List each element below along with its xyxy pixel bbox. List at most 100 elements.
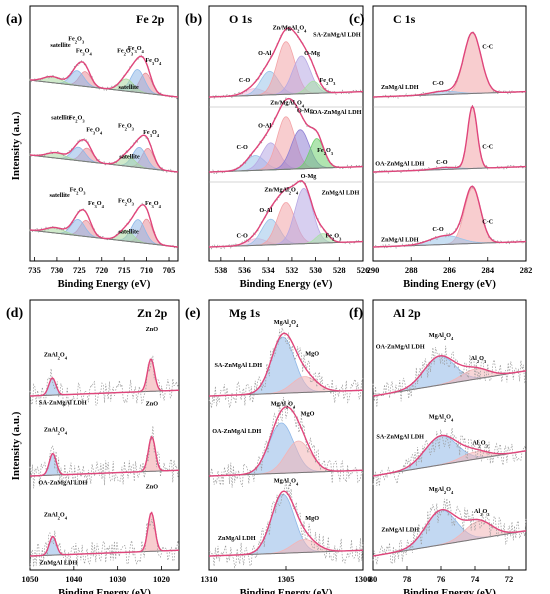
peak-annotation: Fe3O4 (88, 200, 105, 209)
x-tick-label: 536 (238, 265, 251, 275)
peak-annotation: ZnMgAl LDH (40, 560, 78, 567)
x-tick-label: 720 (95, 265, 108, 275)
panel-label: (b) (185, 12, 202, 27)
peak-annotation: MgO (305, 515, 319, 522)
fit-envelope (372, 354, 527, 397)
peak-annotation: Fe3O4 (145, 200, 162, 209)
peak-annotation: Al2O3 (474, 508, 490, 517)
fit-envelope (373, 31, 526, 98)
raw-data (372, 187, 527, 250)
peak-annotation: Fe3O4 (143, 129, 160, 138)
peak-annotation: MgAl2O4 (274, 319, 299, 328)
fit-envelope (30, 511, 180, 557)
peak-annotation: Zn/MgAl2O4 (264, 187, 299, 196)
fit-envelope (209, 332, 364, 397)
x-tick-label: 530 (309, 265, 322, 275)
fit-envelope (209, 97, 363, 173)
sample-3: MgAl2O4 Al2O3 ZnMgAl LDH (372, 486, 527, 565)
fit-envelope (30, 358, 180, 397)
x-tick-label: 78 (403, 574, 412, 584)
fit-envelope (209, 27, 363, 98)
x-tick-label: 74 (471, 574, 480, 584)
sample-2: Zn/MgAl2O4 OA-ZnMgAl LDH O-Al O-Mg C-O Fe2O3 (208, 97, 364, 175)
peak-annotation: O-Mg (301, 173, 318, 180)
fit-envelope (372, 508, 527, 557)
x-tick-label: 288 (405, 265, 418, 275)
sample-2: MgAl2O4 Al2O3 SA-ZnMgAl LDH (372, 413, 527, 487)
peak-annotation: satellite (49, 192, 70, 199)
x-axis-label: Binding Energy (eV) (240, 588, 333, 594)
peak-annotation: satellite (51, 114, 72, 121)
panel-b: 538 536 534 532 530 528 526 Binding Energy (eV)… (185, 5, 369, 290)
x-tick-label: 80 (369, 574, 378, 584)
peak-annotation: ZnMgAl LDH (322, 189, 360, 196)
peak-annotation: ZnO (146, 483, 159, 490)
sample-3: ZnAl2O4 ZnO ZnMgAl LDH (29, 483, 180, 568)
panel-frame (29, 5, 179, 262)
fit-envelope (373, 185, 526, 248)
raw-data (29, 425, 180, 489)
raw-data (29, 519, 180, 568)
peak-annotation: C-O (236, 144, 248, 151)
x-tick-label: 282 (520, 265, 533, 275)
peak-annotation: C-O (432, 226, 444, 233)
peak-annotation: O-Al (258, 122, 271, 129)
raw-data (208, 480, 364, 569)
x-axis-label: Binding Energy (eV) (403, 588, 496, 594)
panel-f: 80 78 76 74 72 Binding Energy (eV) (f) Al 2p MgA… (349, 299, 527, 594)
sample-2: MgAl2O4 MgO OA-ZnMgAl LDH (208, 397, 364, 488)
raw-data (372, 345, 527, 408)
fit-envelope (372, 434, 527, 477)
peak-annotation: SA-ZnMgAl LDH (39, 400, 87, 407)
peak-annotation: Zn/MgAl2O4 (273, 25, 308, 34)
panel-title: Fe 2p (136, 12, 165, 26)
x-tick-label: 1300 (355, 574, 372, 584)
peak-annotation: ZnO (146, 326, 159, 333)
peak-annotation: C-C (482, 143, 493, 150)
peak-annotation: Fe2O3 (320, 77, 337, 86)
panel-frame (29, 299, 180, 571)
peak-annotation: C-C (482, 43, 493, 50)
peak-annotation: C-O (436, 159, 448, 166)
peak-annotation: ZnMgAl LDH (381, 84, 419, 91)
fit-envelope (209, 180, 363, 248)
peak-annotation: ZnO (146, 400, 159, 407)
panel-label: (d) (6, 306, 23, 321)
x-axis-label: Binding Energy (eV) (403, 279, 496, 290)
peak-annotation: satellite (119, 154, 140, 161)
raw-data (372, 498, 527, 565)
sample-3: MgAl2O4 MgO ZnMgAl LDH (208, 478, 364, 569)
x-tick-label: 1040 (65, 574, 82, 584)
peak-annotation: satellite (50, 42, 71, 49)
peak-annotation: Al2O3 (471, 355, 487, 364)
peak-annotation: Fe2O3 (69, 114, 86, 123)
peak-annotation: Fe2O3 (70, 187, 87, 196)
fit-envelope (209, 406, 364, 477)
peak-annotation: O-Mg (304, 50, 321, 57)
fit-envelope (30, 55, 179, 98)
panel-title: Zn 2p (137, 306, 168, 320)
peak-annotation: MgO (301, 411, 315, 418)
raw-data (29, 54, 179, 100)
peak-annotation: Fe2O3 (118, 197, 135, 206)
peak-annotation: ZnMgAl LDH (381, 527, 419, 534)
x-tick-label: 1030 (109, 574, 126, 584)
x-tick-label: 534 (262, 265, 276, 275)
peak-annotation: MgAl2O4 (429, 332, 454, 341)
panel-title: C 1s (393, 12, 416, 26)
peak-annotation: Fe3O4 (145, 57, 162, 66)
x-tick-label: 705 (163, 265, 176, 275)
peak-annotation: C-C (482, 218, 493, 225)
peak-annotation: C-O (239, 77, 251, 84)
fit-envelope (29, 204, 179, 248)
panels: 735 730 725 720 715 710 705 Binding Energy (eV)… (6, 5, 533, 594)
peak-annotation: Fe3O4 (86, 127, 103, 136)
panel-title: Al 2p (393, 306, 421, 320)
x-tick-label: 532 (286, 265, 299, 275)
panel-title: Mg 1s (229, 306, 260, 320)
peak-annotation: MgO (305, 351, 319, 358)
x-tick-label: 72 (505, 574, 514, 584)
raw-data (29, 202, 179, 249)
